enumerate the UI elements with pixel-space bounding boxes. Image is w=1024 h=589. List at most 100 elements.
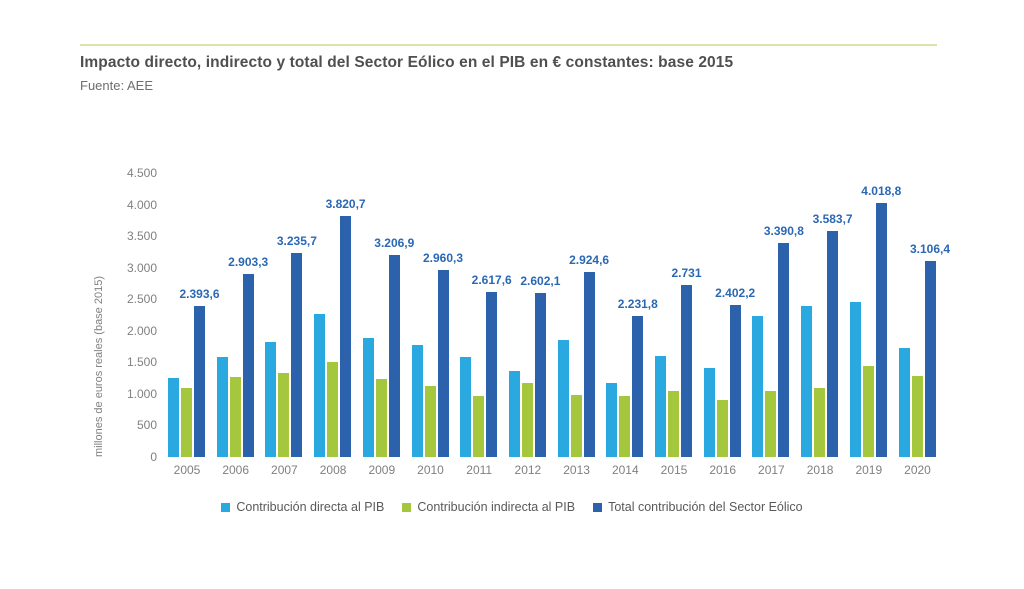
chart-title: Impacto directo, indirecto y total del S… — [80, 54, 734, 71]
bar-group-2016: 2.402,2 2016 — [703, 173, 755, 477]
bar-total-2013 — [583, 272, 595, 457]
x-tick-label-2019: 2019 — [855, 463, 883, 477]
x-tick-label-2005: 2005 — [173, 463, 201, 477]
bar-group-2011: 2.617,6 2011 — [460, 173, 512, 477]
bar-group-2020: 3.106,4 2020 — [898, 173, 950, 477]
total-value-label-2008: 3.820,7 — [325, 196, 366, 211]
bar-direct-2009 — [362, 337, 374, 457]
x-tick-label-2007: 2007 — [271, 463, 298, 477]
x-tick-label-2011: 2011 — [466, 463, 493, 477]
bar-group-2007: 3.235,7 2007 — [265, 173, 317, 477]
bar-direct-2014 — [606, 383, 618, 457]
legend-item-indirect: Contribución indirecta al PIB — [402, 500, 575, 514]
total-value-label-2007: 3.235,7 — [276, 233, 317, 248]
total-value-label-2019: 4.018,8 — [861, 184, 902, 199]
x-tick-label-2008: 2008 — [319, 463, 347, 477]
bar-group-2012: 2.602,1 2012 — [508, 173, 560, 477]
bar-total-2014 — [632, 316, 644, 457]
bar-direct-2016 — [703, 368, 715, 457]
bar-direct-2019 — [849, 301, 861, 457]
bar-indirect-2009 — [375, 378, 387, 457]
y-tick-label: 3.500 — [126, 229, 157, 244]
bar-group-2013: 2.924,6 2013 — [557, 173, 609, 477]
total-value-label-2009: 3.206,9 — [374, 235, 415, 250]
bar-total-2012 — [534, 292, 546, 457]
bar-direct-2007 — [265, 341, 277, 457]
bar-indirect-2016 — [716, 400, 728, 457]
bar-group-2015: 2.731 2015 — [655, 173, 702, 477]
bar-total-2010 — [437, 270, 449, 457]
chart-source: Fuente: AEE — [80, 78, 153, 93]
bar-total-2019 — [875, 203, 887, 457]
bar-direct-2020 — [898, 347, 910, 457]
x-tick-label-2010: 2010 — [417, 463, 444, 477]
y-tick-label: 4.000 — [126, 197, 157, 212]
y-tick-label: 4.500 — [126, 166, 157, 180]
x-tick-label-2009: 2009 — [368, 463, 396, 477]
y-tick-label: 0 — [150, 450, 157, 464]
legend-label: Total contribución del Sector Eólico — [608, 500, 803, 514]
total-value-label-2014: 2.231,8 — [617, 297, 658, 312]
bar-total-2005 — [194, 305, 205, 457]
bar-group-2018: 3.583,7 2018 — [801, 173, 853, 477]
x-tick-label-2016: 2016 — [709, 463, 737, 477]
total-value-label-2005: 2.393,6 — [179, 286, 220, 301]
bar-direct-2005 — [168, 378, 179, 457]
bar-total-2016 — [729, 305, 741, 457]
legend-label: Contribución indirecta al PIB — [417, 500, 576, 514]
bar-total-2008 — [340, 215, 352, 457]
x-tick-label-2012: 2012 — [514, 463, 542, 477]
bar-total-2009 — [388, 254, 400, 457]
bar-indirect-2015 — [668, 390, 679, 457]
y-tick-label: 1.000 — [126, 386, 157, 401]
bar-group-2017: 3.390,8 2017 — [752, 173, 804, 477]
y-axis-ticks: 0 500 1.000 1.500 2.000 2.500 3.000 3.500 4.000 4… — [100, 166, 157, 464]
bar-total-2015 — [681, 284, 692, 457]
bar-direct-2013 — [557, 339, 569, 457]
bar-indirect-2007 — [278, 373, 290, 457]
x-tick-label-2020: 2020 — [904, 463, 931, 477]
bar-total-2011 — [486, 291, 498, 457]
legend-swatch-icon — [402, 502, 412, 512]
bar-total-2018 — [827, 230, 839, 457]
total-value-label-2012: 2.602,1 — [520, 273, 561, 288]
bar-indirect-2012 — [521, 383, 533, 457]
legend-item-total: Total contribución del Sector Eólico — [593, 500, 803, 514]
total-value-label-2017: 3.390,8 — [763, 224, 804, 239]
bar-group-2019: 4.018,8 2019 — [849, 173, 901, 477]
legend: Contribución directa al PIB Contribución … — [0, 500, 1024, 514]
y-tick-label: 2.000 — [126, 323, 157, 338]
bar-group-2010: 2.960,3 2010 — [411, 173, 463, 477]
bar-group-2005: 2.393,6 2005 — [168, 173, 220, 477]
total-value-label-2006: 2.903,3 — [228, 254, 269, 269]
bar-indirect-2011 — [473, 396, 485, 457]
total-value-label-2015: 2.731 — [671, 265, 702, 280]
bar-group-2008: 3.820,7 2008 — [314, 173, 366, 477]
bar-indirect-2006 — [229, 377, 241, 457]
total-value-label-2018: 3.583,7 — [812, 211, 853, 226]
bar-indirect-2013 — [570, 394, 582, 457]
x-tick-label-2014: 2014 — [611, 463, 639, 477]
bar-indirect-2019 — [862, 365, 874, 457]
top-accent-rule — [80, 44, 937, 46]
bar-group-2006: 2.903,3 2006 — [216, 173, 268, 477]
bar-indirect-2020 — [911, 375, 923, 457]
bar-direct-2006 — [216, 357, 228, 457]
bar-group-2014: 2.231,8 2014 — [606, 173, 658, 477]
legend-swatch-icon — [221, 502, 231, 512]
x-tick-label-2013: 2013 — [563, 463, 590, 477]
total-value-label-2020: 3.106,4 — [909, 241, 951, 256]
bar-indirect-2008 — [327, 362, 339, 457]
bar-total-2007 — [291, 252, 303, 457]
bar-direct-2018 — [801, 305, 813, 457]
bar-indirect-2005 — [181, 388, 192, 457]
y-tick-label: 2.500 — [126, 292, 157, 307]
y-tick-label: 500 — [136, 418, 157, 433]
total-value-label-2010: 2.960,3 — [422, 251, 464, 266]
legend-label: Contribución directa al PIB — [236, 500, 385, 514]
bar-direct-2011 — [460, 357, 472, 457]
bar-direct-2010 — [411, 344, 423, 457]
y-tick-label: 1.500 — [126, 355, 157, 370]
bar-indirect-2017 — [765, 390, 777, 457]
